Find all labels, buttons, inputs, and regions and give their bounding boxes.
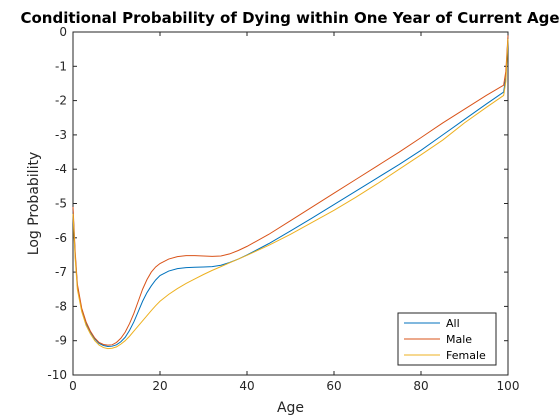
- y-tick-label: -2: [55, 94, 67, 108]
- y-tick-label: -10: [47, 368, 67, 382]
- x-axis-label: Age: [277, 400, 304, 416]
- series-line-female: [72, 38, 509, 350]
- y-tick-label: -7: [55, 265, 67, 279]
- x-tick-label: 0: [69, 379, 77, 393]
- y-tick-label: -1: [55, 59, 67, 73]
- x-tick-label: 60: [326, 379, 341, 393]
- y-tick-label: 0: [59, 25, 67, 39]
- legend-label-all: All: [446, 317, 460, 330]
- y-tick-label: -3: [55, 128, 67, 142]
- series-line-all: [72, 37, 509, 348]
- series-line-male: [72, 35, 509, 346]
- y-tick-label: -4: [55, 162, 67, 176]
- chart-title: Conditional Probability of Dying within …: [20, 9, 559, 27]
- y-tick-label: -8: [55, 299, 67, 313]
- x-tick-label: 100: [497, 379, 520, 393]
- legend-label-male: Male: [446, 333, 472, 346]
- y-axis-label: Log Probability: [26, 152, 42, 255]
- x-tick-label: 80: [413, 379, 428, 393]
- x-tick-label: 40: [239, 379, 254, 393]
- y-tick-label: -6: [55, 231, 67, 245]
- series-lines: [72, 35, 509, 350]
- y-tick-label: -5: [55, 197, 67, 211]
- y-tick-label: -9: [55, 334, 67, 348]
- legend: All Male Female: [397, 312, 497, 366]
- legend-label-female: Female: [446, 349, 486, 362]
- axis-ticks: 0 20 40 60 80 100-10-9-8-7-6-5-4-3-2-10: [47, 25, 519, 393]
- x-tick-label: 20: [152, 379, 167, 393]
